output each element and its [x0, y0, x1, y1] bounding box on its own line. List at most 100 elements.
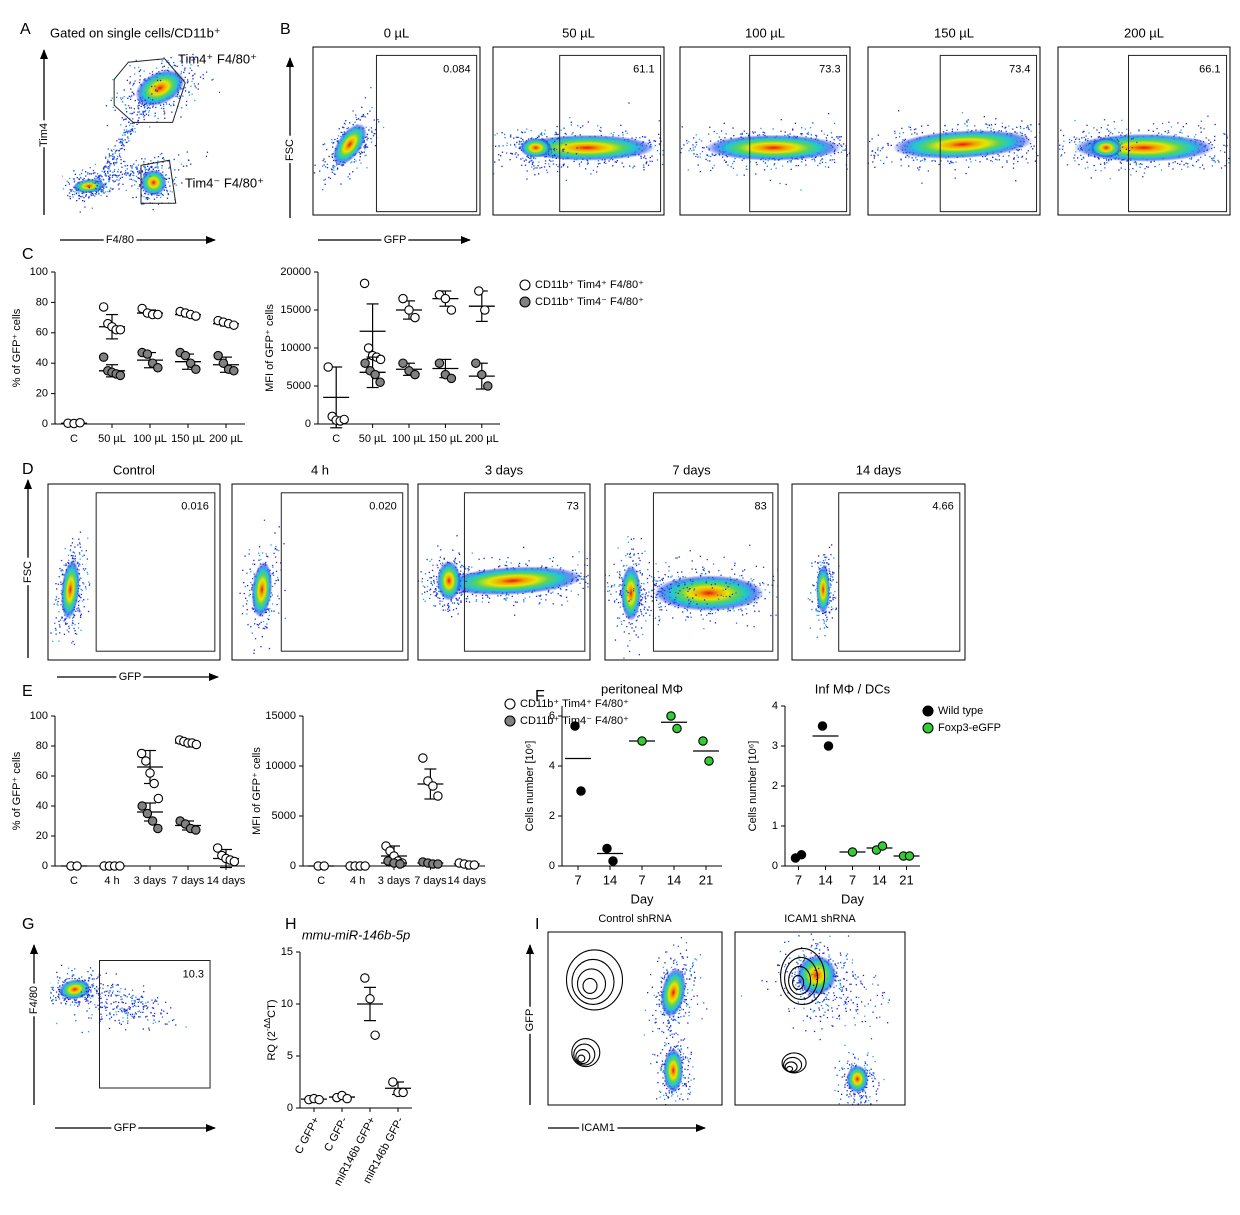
event-dot [277, 595, 279, 597]
event-dot [1073, 141, 1076, 143]
event-dot [699, 153, 701, 155]
event-dot [338, 128, 340, 130]
event-dot [148, 169, 151, 171]
event-dot [648, 139, 650, 141]
event-dot [498, 145, 500, 148]
density-core [72, 178, 105, 194]
event-dot [836, 135, 839, 138]
event-dot [866, 140, 867, 141]
event-dot [439, 603, 441, 605]
event-dot [160, 107, 163, 109]
event-dot [1195, 134, 1197, 136]
event-dot [73, 627, 75, 630]
event-dot [1029, 147, 1030, 148]
event-dot [669, 137, 670, 138]
event-dot [123, 160, 125, 163]
event-dot [675, 145, 676, 146]
event-dot [763, 169, 766, 171]
event-dot [642, 164, 645, 166]
event-dot [161, 167, 163, 169]
event-dot [60, 583, 62, 586]
event-dot [362, 115, 364, 118]
event-dot [993, 128, 995, 131]
event-dot [683, 144, 685, 146]
event-dot [266, 623, 268, 625]
event-dot [449, 155, 450, 156]
event-dot [502, 145, 504, 147]
event-dot [678, 163, 679, 164]
event-dot [108, 181, 110, 183]
event-dot [1211, 159, 1213, 161]
event-dot [669, 144, 670, 145]
event-dot [1232, 151, 1233, 152]
event-dot [113, 158, 115, 160]
event-dot [805, 164, 807, 166]
event-dot [157, 203, 160, 205]
event-dot [667, 152, 668, 153]
event-dot [69, 549, 72, 551]
event-dot [328, 155, 330, 158]
event-dot [365, 143, 367, 145]
event-dot [517, 129, 519, 131]
event-dot [1236, 148, 1237, 149]
event-dot [1017, 160, 1019, 163]
event-dot [552, 556, 555, 559]
event-dot [510, 562, 512, 564]
event-dot [274, 556, 277, 558]
event-dot [167, 160, 169, 162]
event-dot [755, 161, 757, 164]
event-dot [104, 185, 106, 187]
event-dot [83, 177, 85, 180]
event-dot [563, 148, 565, 150]
event-dot [193, 83, 195, 85]
event-dot [267, 618, 269, 620]
event-dot [169, 166, 171, 168]
event-dot [156, 164, 158, 166]
event-dot [596, 166, 599, 168]
event-dot [649, 160, 651, 162]
event-dot [1104, 135, 1107, 137]
event-dot [138, 185, 140, 187]
event-dot [120, 124, 122, 126]
event-dot [1129, 163, 1131, 165]
event-dot [366, 167, 368, 169]
event-dot [551, 151, 553, 153]
event-dot [92, 182, 94, 184]
event-dot [1103, 119, 1106, 121]
plot-frame [231, 483, 409, 661]
event-dot [342, 164, 345, 166]
event-dot [489, 154, 490, 155]
event-dot [515, 152, 517, 154]
event-dot [1183, 164, 1185, 166]
event-dot [1172, 168, 1174, 170]
event-dot [712, 167, 714, 169]
event-dot [788, 160, 791, 162]
event-dot [1132, 137, 1134, 139]
event-dot [140, 113, 142, 115]
event-dot [691, 150, 693, 152]
event-dot [95, 181, 97, 183]
event-dot [491, 556, 493, 559]
event-dot [96, 185, 98, 187]
event-dot [78, 600, 81, 602]
event-dot [1118, 140, 1120, 142]
event-dot [1017, 149, 1019, 152]
event-dot [643, 166, 645, 168]
event-dot [505, 598, 507, 601]
event-dot [370, 138, 372, 140]
event-dot [1027, 155, 1028, 156]
event-dot [114, 162, 116, 164]
event-dot [120, 142, 122, 144]
event-dot [112, 179, 114, 182]
event-dot [683, 138, 684, 139]
event-dot [154, 167, 156, 169]
event-dot [108, 178, 110, 180]
event-dot [580, 161, 583, 163]
event-dot [331, 171, 333, 173]
event-dot [122, 143, 124, 145]
event-dot [992, 156, 994, 159]
event-dot [515, 156, 518, 158]
event-dot [144, 166, 146, 168]
event-dot [615, 571, 616, 572]
event-dot [873, 155, 876, 157]
